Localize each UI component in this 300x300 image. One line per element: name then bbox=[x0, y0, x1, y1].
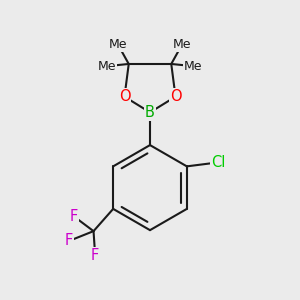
Text: Me: Me bbox=[98, 60, 117, 73]
Text: O: O bbox=[119, 89, 130, 104]
Text: F: F bbox=[65, 233, 73, 248]
Text: B: B bbox=[145, 105, 155, 120]
Text: O: O bbox=[170, 89, 181, 104]
Text: Me: Me bbox=[109, 38, 128, 51]
Text: Me: Me bbox=[183, 60, 202, 73]
Text: F: F bbox=[91, 248, 99, 263]
Text: Me: Me bbox=[172, 38, 191, 51]
Text: Cl: Cl bbox=[211, 155, 225, 170]
Text: F: F bbox=[70, 209, 78, 224]
